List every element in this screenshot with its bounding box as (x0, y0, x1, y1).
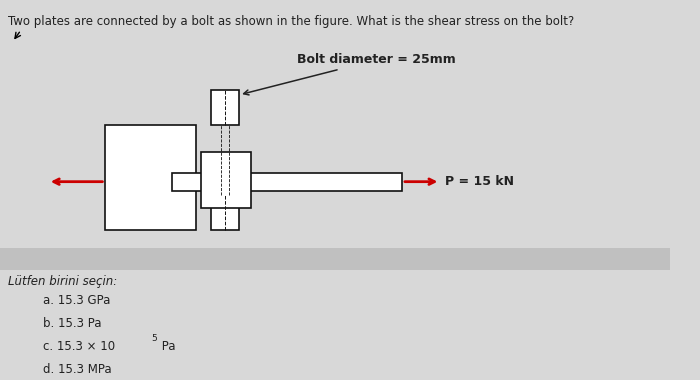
Text: Two plates are connected by a bolt as shown in the figure. What is the shear str: Two plates are connected by a bolt as sh… (8, 15, 574, 28)
Text: d. 15.3 MPa: d. 15.3 MPa (43, 363, 112, 376)
Bar (105, 125, 196, 230)
Text: Lütfen birini seçin:: Lütfen birini seçin: (8, 274, 117, 288)
Bar (172, 173, 402, 191)
Bar (0, 247, 670, 269)
Text: P = 15 kN: P = 15 kN (445, 175, 514, 188)
Bar (201, 152, 251, 207)
Bar (211, 90, 239, 125)
Text: 5: 5 (151, 334, 157, 344)
Text: b. 15.3 Pa: b. 15.3 Pa (43, 317, 102, 331)
Text: Bolt diameter = 25mm: Bolt diameter = 25mm (244, 54, 456, 95)
Text: Pa: Pa (158, 340, 176, 353)
Bar (211, 195, 239, 230)
Text: c. 15.3 × 10: c. 15.3 × 10 (43, 340, 116, 353)
Text: a. 15.3 GPa: a. 15.3 GPa (43, 294, 111, 307)
